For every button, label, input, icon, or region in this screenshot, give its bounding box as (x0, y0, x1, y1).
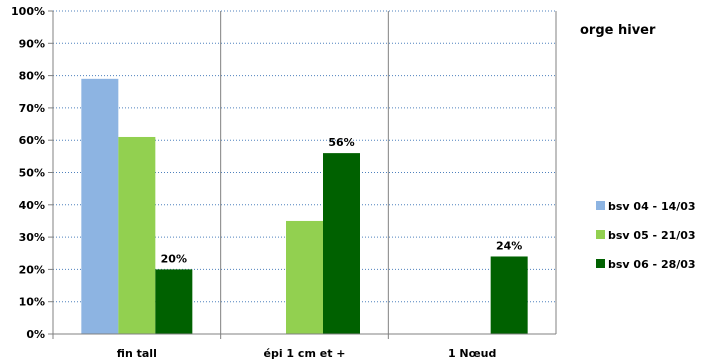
bar (286, 221, 323, 334)
chart-title: orge hiver (580, 23, 656, 38)
bar (155, 269, 192, 334)
y-tick-label: 40% (19, 199, 45, 212)
bar (81, 79, 118, 334)
y-tick-label: 50% (19, 167, 45, 180)
y-tick-label: 70% (19, 102, 45, 115)
y-axis: 0% 10% 20% 30% 40% 50% 60% 70% 80% 90% 100% (11, 5, 53, 341)
legend-swatch (596, 230, 605, 239)
x-category-label: fin tall (117, 347, 157, 360)
y-tick-label: 100% (11, 5, 45, 18)
legend-label: bsv 04 - 14/03 (608, 200, 696, 213)
y-tick-label: 20% (19, 263, 45, 276)
legend-swatch (596, 201, 605, 210)
y-tick-label: 80% (19, 70, 45, 83)
data-label: 56% (328, 136, 354, 149)
legend: bsv 04 - 14/03 bsv 05 - 21/03 bsv 06 - 28/… (596, 200, 696, 271)
y-tick-label: 90% (19, 37, 45, 50)
bar (491, 256, 528, 334)
y-tick-label: 10% (19, 296, 45, 309)
x-category-label: 1 Nœud (448, 347, 496, 360)
legend-label: bsv 06 - 28/03 (608, 258, 696, 271)
y-tick-label: 30% (19, 231, 45, 244)
y-tick-label: 0% (26, 328, 45, 341)
data-label: 24% (496, 239, 522, 252)
bars: 20% 56% 24% (81, 79, 527, 334)
legend-label: bsv 05 - 21/03 (608, 229, 696, 242)
bar (118, 137, 155, 334)
y-tick-label: 60% (19, 134, 45, 147)
data-label: 20% (161, 252, 187, 265)
x-category-label: épi 1 cm et + (264, 347, 346, 360)
legend-swatch (596, 259, 605, 268)
bar (323, 153, 360, 334)
